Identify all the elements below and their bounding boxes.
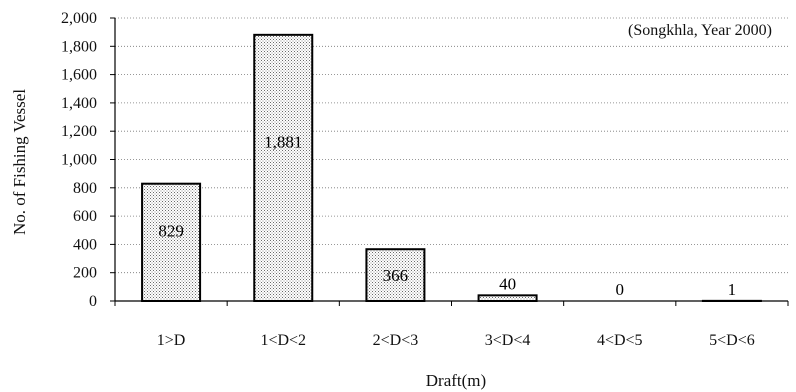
- y-tick-label: 600: [73, 208, 97, 225]
- y-tick-label: 800: [73, 180, 97, 197]
- data-label: 366: [383, 266, 409, 285]
- data-label: 1,881: [264, 132, 302, 151]
- y-tick-label: 1,000: [61, 152, 97, 169]
- y-tick-label: 1,600: [61, 67, 97, 84]
- chart-annotation: (Songkhla, Year 2000): [628, 22, 772, 39]
- bar: [477, 294, 538, 302]
- y-tick-label: 2,000: [61, 10, 97, 27]
- bar: [141, 182, 202, 302]
- data-label: 40: [499, 274, 516, 293]
- y-tick-label: 400: [73, 236, 97, 253]
- bars: [141, 33, 762, 302]
- x-tick-label: 5<D<6: [709, 332, 755, 349]
- x-tick-label: 1>D: [157, 332, 186, 349]
- x-tick-labels: 1>D 1<D<2 2<D<3 3<D<4 4<D<5 5<D<6: [157, 332, 755, 349]
- data-label: 829: [158, 222, 184, 241]
- bar: [253, 33, 314, 302]
- gridlines: [115, 17, 788, 274]
- x-tick-label: 1<D<2: [260, 332, 306, 349]
- y-tick-label: 0: [89, 293, 97, 310]
- y-tick-label: 1,400: [61, 95, 97, 112]
- data-labels: 829 1,881 366 40 0 1: [158, 132, 736, 299]
- axes: [110, 17, 789, 306]
- x-tick-label: 4<D<5: [597, 332, 643, 349]
- x-tick-label: 2<D<3: [373, 332, 419, 349]
- y-tick-label: 200: [73, 265, 97, 282]
- data-label: 1: [728, 280, 737, 299]
- y-tick-labels: 0 200 400 600 800 1,000 1,200 1,400 1,600 1,800 2,…: [61, 10, 97, 310]
- y-tick-label: 1,800: [61, 38, 97, 55]
- x-tick-label: 3<D<4: [485, 332, 531, 349]
- y-axis-title: No. of Fishing Vessel: [10, 89, 29, 235]
- data-label: 0: [616, 280, 625, 299]
- y-tick-label: 1,200: [61, 123, 97, 140]
- x-axis-title: Draft(m): [426, 371, 486, 390]
- bar: [365, 248, 426, 302]
